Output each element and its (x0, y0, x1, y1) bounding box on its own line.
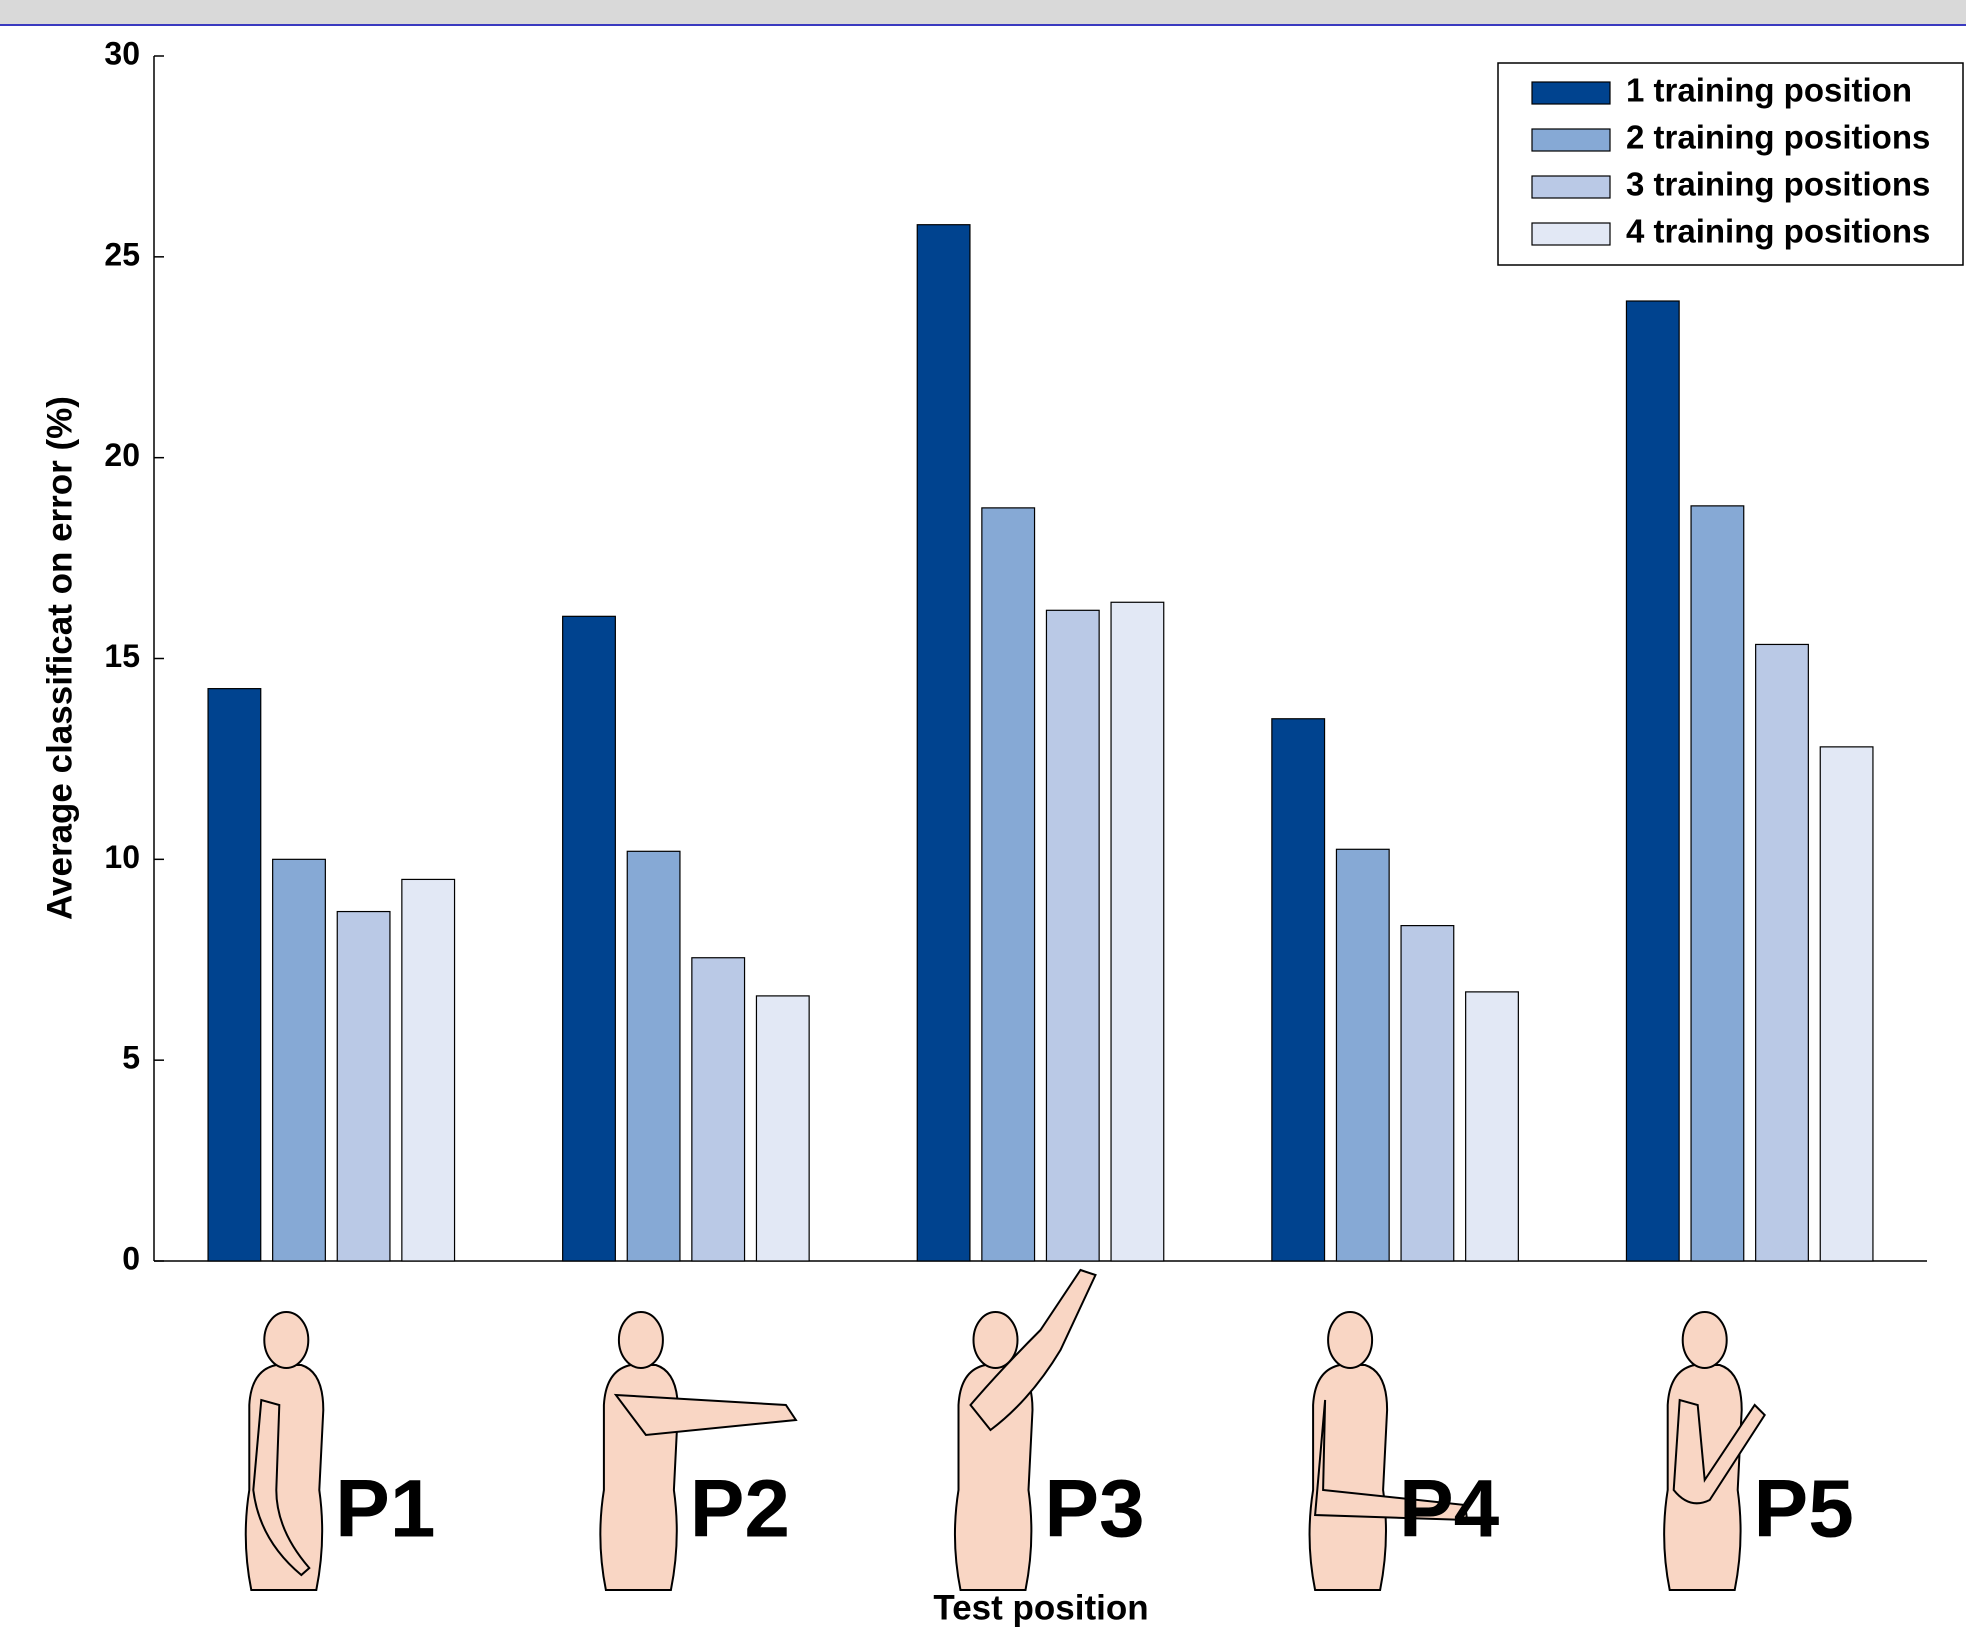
legend-label: 1 training position (1626, 72, 1912, 109)
figure-arm (1314, 1399, 1469, 1522)
bar (207, 688, 262, 1262)
legend-label: 2 training positions (1626, 119, 1930, 156)
bar (562, 615, 616, 1262)
x-tick-label: P3 (1044, 1464, 1144, 1555)
bar (1690, 505, 1745, 1262)
bar (1271, 718, 1326, 1262)
bar (1465, 991, 1519, 1262)
bar (691, 957, 746, 1262)
y-tick-label: 20 (104, 437, 140, 473)
y-axis-label: Average classificat on error (%) (40, 396, 79, 920)
x-tick-label: P5 (1754, 1464, 1854, 1555)
bar (272, 858, 326, 1262)
legend-label: 4 training positions (1626, 213, 1930, 250)
x-tick-label: P1 (335, 1464, 435, 1555)
y-tick-label: 5 (122, 1040, 140, 1076)
figure-body (953, 1364, 1034, 1591)
bar (401, 878, 456, 1262)
bar (916, 224, 971, 1262)
figure-head (1681, 1311, 1728, 1369)
y-tick-label: 30 (104, 35, 140, 71)
figure-head (263, 1311, 310, 1369)
figure-arm (969, 1268, 1097, 1432)
bar (1400, 925, 1455, 1262)
bar (336, 910, 391, 1262)
bar (1110, 601, 1165, 1262)
bar (981, 507, 1036, 1262)
figure-head (972, 1311, 1019, 1369)
figure-arm (1672, 1398, 1766, 1505)
position-figure (1663, 1311, 1766, 1591)
bar (1045, 609, 1100, 1262)
figure-head (1327, 1311, 1374, 1369)
y-tick-label: 0 (122, 1240, 140, 1276)
figure-arm (613, 1393, 798, 1437)
legend-swatch (1531, 81, 1611, 105)
legend-swatch (1531, 128, 1611, 152)
legend-swatch (1531, 222, 1611, 246)
figure-head (617, 1311, 664, 1369)
top-bar (0, 0, 1966, 25)
bar (1755, 643, 1809, 1262)
legend-swatch (1531, 175, 1611, 199)
y-tick-label: 25 (104, 236, 140, 272)
position-figure (953, 1268, 1097, 1591)
y-tick-label: 15 (104, 638, 140, 674)
legend-label: 3 training positions (1626, 166, 1930, 203)
position-figure (244, 1311, 325, 1591)
y-tick-label: 10 (104, 839, 140, 875)
position-figure (599, 1311, 798, 1591)
figure-arm (252, 1398, 311, 1577)
bar (755, 995, 810, 1262)
x-tick-label: P4 (1399, 1464, 1500, 1555)
bar (626, 850, 681, 1262)
bar (1819, 746, 1874, 1262)
bar (1335, 848, 1390, 1262)
x-tick-label: P2 (690, 1464, 790, 1555)
bar (1625, 300, 1680, 1262)
x-axis-label: Test position (933, 1588, 1148, 1627)
position-figure (1308, 1311, 1469, 1591)
